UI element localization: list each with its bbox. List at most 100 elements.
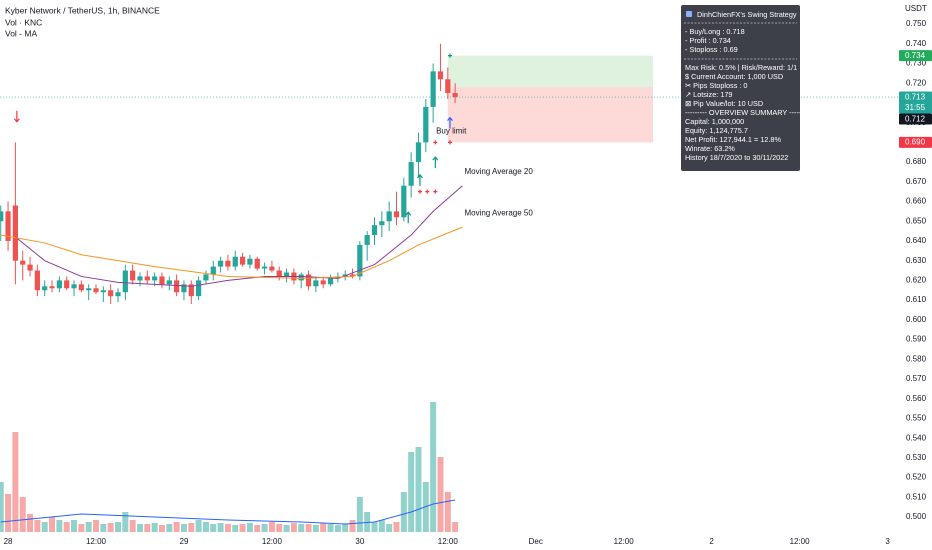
candle-body (137, 276, 143, 281)
candle-body (269, 266, 275, 271)
y-tick-label: 0.670 (906, 177, 927, 186)
volume-bar (356, 497, 363, 532)
volume-bar (202, 522, 209, 532)
volume-bar (41, 522, 48, 532)
candle-body (423, 106, 429, 143)
candle-body (100, 290, 106, 293)
candle-body (71, 284, 77, 289)
x-tick-label: 3 (885, 537, 890, 546)
signal-marker (417, 189, 422, 194)
candle-body (357, 244, 363, 277)
annotation: Buy limit (436, 127, 467, 136)
volume-bar (93, 520, 100, 532)
candle-body (159, 276, 165, 285)
volume-ma-legend: Vol - MA (5, 28, 37, 38)
info-line: Winrate: 63.2% (685, 144, 735, 153)
price-tag (899, 113, 932, 125)
candle-body (181, 284, 187, 293)
volume-bar (305, 524, 312, 532)
x-tick-label: 30 (355, 537, 364, 546)
volume-bar (34, 520, 41, 532)
volume-layer (0, 402, 459, 532)
info-line: $ Current Account: 1,000 USD (685, 72, 783, 81)
candle-body (393, 211, 400, 218)
volume-bar (334, 525, 341, 532)
volume-bar (239, 524, 246, 532)
volume-bar (254, 525, 261, 532)
volume-bar (224, 524, 231, 532)
volume-bar (268, 522, 275, 532)
volume-bar (378, 520, 385, 532)
candle-body (12, 205, 18, 261)
info-line: History 18/7/2020 to 30/11/2022 (685, 153, 788, 162)
candle-body (349, 274, 356, 277)
signal-marker (425, 189, 430, 194)
price-tag-label: 0.712 (905, 114, 926, 123)
x-tick-label: 29 (180, 537, 189, 546)
price-tag (899, 50, 932, 62)
volume-bar (327, 524, 334, 532)
volume-bar (144, 524, 151, 532)
signal-marker (448, 53, 452, 58)
volume-bar (114, 522, 121, 532)
x-tick-label: 12:00 (262, 537, 283, 546)
candle-body (261, 266, 268, 269)
volume-bar (276, 524, 283, 532)
price-tag (899, 136, 932, 148)
candle-body (276, 270, 282, 277)
volume-bar (342, 524, 349, 532)
volume-bar (71, 520, 78, 532)
profit-zone (447, 55, 654, 88)
candle-body (239, 256, 246, 265)
price-tag-label: 0.713 (905, 92, 926, 101)
candle-body (379, 221, 385, 226)
candle-body (34, 270, 40, 291)
candle-body (437, 71, 444, 80)
y-tick-label: 0.550 (906, 414, 927, 423)
candle-body (20, 260, 26, 265)
info-line: --------- OVERVIEW SUMMARY --------- (685, 108, 812, 117)
y-tick-label: 0.600 (906, 315, 927, 324)
volume-bar (210, 524, 217, 532)
candle-body (152, 276, 158, 281)
y-tick-label: 0.530 (906, 453, 927, 462)
candle-body (254, 258, 260, 269)
x-tick-label: 12:00 (438, 537, 459, 546)
volume-bar (283, 525, 290, 532)
volume-legend: Vol · KNC (5, 17, 42, 27)
price-tag-label: 0.734 (905, 51, 926, 60)
strategy-layer (447, 55, 654, 143)
volume-bar (85, 522, 92, 532)
y-tick-label: 0.610 (906, 295, 927, 304)
candle-body (42, 286, 48, 291)
candle-body (232, 256, 238, 267)
volume-bar (100, 524, 107, 532)
overlay-layer: 0.7500.7400.7300.7200.7100.7000.6900.680… (4, 5, 932, 546)
candle-body (78, 284, 84, 291)
x-tick-label: 12:00 (790, 537, 811, 546)
y-tick-label: 0.740 (906, 39, 927, 48)
info-line: ⊠ Pip Value/lot: 10 USD (685, 99, 763, 108)
info-line: Max Risk: 0.5% | Risk/Reward: 1/1 (685, 63, 797, 72)
candle-body (298, 274, 304, 281)
x-tick-label: Dec (529, 537, 543, 546)
volume-bar (166, 524, 173, 532)
x-tick-label: 12:00 (86, 537, 107, 546)
moving-average-label: Moving Average 20 (464, 167, 533, 176)
candle-body (430, 71, 436, 107)
moving-average-label: Moving Average 50 (464, 208, 533, 217)
candle-body (218, 260, 224, 267)
volume-bar (180, 524, 187, 532)
info-line: - Buy/Long : 0.718 (685, 27, 745, 36)
volume-bar (151, 523, 158, 532)
y-tick-label: 0.620 (906, 276, 927, 285)
volume-bar (290, 523, 297, 532)
price-tag-countdown: 31:55 (905, 103, 926, 112)
volume-bar (217, 523, 224, 532)
y-tick-label: 0.650 (906, 216, 927, 225)
signal-marker (433, 189, 438, 194)
candle-body (210, 266, 216, 275)
candle-body (174, 280, 180, 293)
candle-body (196, 280, 202, 297)
volume-bar (415, 447, 422, 532)
